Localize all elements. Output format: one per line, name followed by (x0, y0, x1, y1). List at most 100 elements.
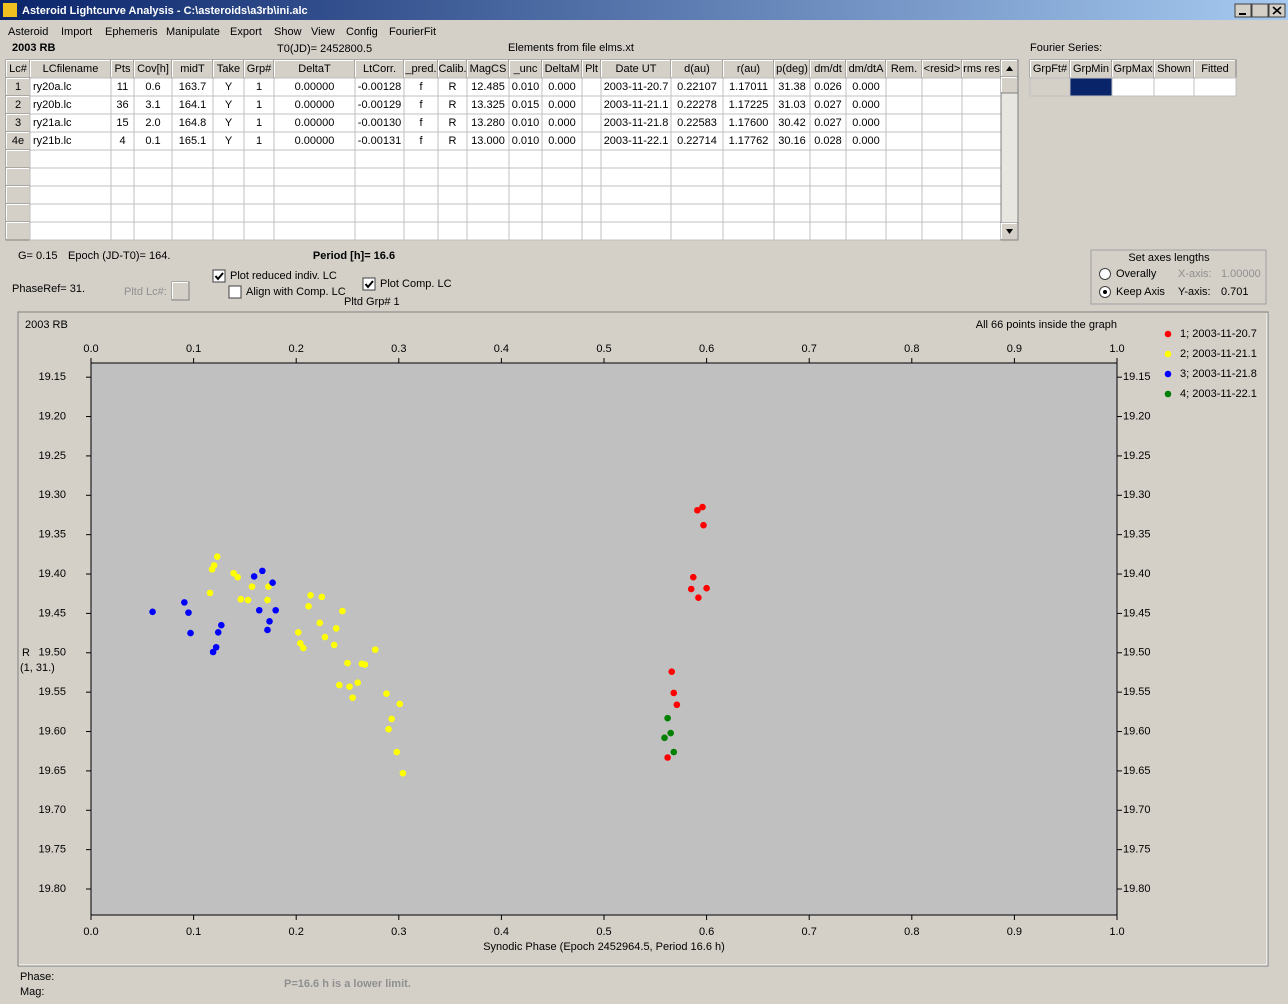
table-cell[interactable] (171, 221, 214, 241)
table-cell[interactable] (885, 167, 923, 187)
table-cell[interactable] (508, 167, 543, 187)
table-cell[interactable] (885, 95, 923, 115)
table-cell[interactable] (961, 131, 1002, 151)
checkbox[interactable] (362, 277, 376, 291)
table-cell[interactable] (600, 167, 672, 187)
table-cell[interactable] (809, 185, 847, 205)
table-cell[interactable] (581, 113, 602, 133)
table-cell[interactable] (581, 185, 602, 205)
table-cell[interactable] (243, 149, 275, 169)
table-cell[interactable] (921, 131, 963, 151)
table-cell[interactable] (961, 77, 1002, 97)
table-cell[interactable] (29, 203, 112, 223)
table-cell[interactable] (961, 113, 1002, 133)
table-cell[interactable] (243, 185, 275, 205)
table-cell[interactable] (961, 221, 1002, 241)
table-cell[interactable] (600, 203, 672, 223)
table-cell[interactable] (773, 185, 811, 205)
table-cell[interactable] (466, 167, 510, 187)
table-cell[interactable] (961, 149, 1002, 169)
table-cell[interactable] (722, 185, 775, 205)
table-cell[interactable] (273, 203, 356, 223)
table-cell[interactable] (722, 221, 775, 241)
table-cell[interactable] (600, 221, 672, 241)
table-cell[interactable] (541, 221, 583, 241)
table-cell[interactable] (273, 167, 356, 187)
table-cell[interactable] (961, 167, 1002, 187)
table-cell[interactable] (670, 149, 724, 169)
row-header[interactable] (5, 185, 31, 205)
table-cell[interactable] (110, 167, 135, 187)
table-cell[interactable] (273, 221, 356, 241)
table-cell[interactable] (581, 149, 602, 169)
table-cell[interactable] (809, 203, 847, 223)
table-cell[interactable] (541, 167, 583, 187)
table-cell[interactable] (403, 185, 439, 205)
table-cell[interactable] (670, 185, 724, 205)
table-cell[interactable] (243, 203, 275, 223)
table-cell[interactable] (845, 167, 887, 187)
menu-item[interactable]: View (311, 26, 335, 38)
table-cell[interactable] (600, 185, 672, 205)
table-cell[interactable] (171, 167, 214, 187)
table-cell[interactable] (212, 185, 245, 205)
row-header[interactable] (5, 221, 31, 241)
table-cell[interactable] (885, 113, 923, 133)
row-header[interactable] (5, 167, 31, 187)
spinner[interactable] (171, 281, 190, 301)
table-cell[interactable] (809, 221, 847, 241)
table-cell[interactable] (212, 167, 245, 187)
table-cell[interactable] (133, 149, 173, 169)
table-cell[interactable] (354, 167, 405, 187)
table-cell[interactable] (171, 203, 214, 223)
table-cell[interactable] (581, 203, 602, 223)
table-cell[interactable] (508, 203, 543, 223)
table-cell[interactable] (722, 203, 775, 223)
table-cell[interactable] (885, 203, 923, 223)
table-cell[interactable] (845, 221, 887, 241)
table-cell[interactable] (921, 167, 963, 187)
table-cell[interactable] (541, 185, 583, 205)
row-header[interactable] (5, 203, 31, 223)
fourier-cell[interactable] (1153, 77, 1195, 97)
table-cell[interactable] (273, 149, 356, 169)
table-cell[interactable] (273, 185, 356, 205)
table-cell[interactable] (29, 221, 112, 241)
table-cell[interactable] (670, 221, 724, 241)
table-cell[interactable] (773, 149, 811, 169)
table-cell[interactable] (921, 185, 963, 205)
table-cell[interactable] (921, 149, 963, 169)
table-cell[interactable] (29, 167, 112, 187)
menu-item[interactable]: Import (61, 26, 92, 38)
table-cell[interactable] (171, 149, 214, 169)
table-cell[interactable] (133, 221, 173, 241)
table-cell[interactable] (581, 167, 602, 187)
menu-item[interactable]: Show (274, 26, 302, 38)
table-cell[interactable] (243, 221, 275, 241)
table-cell[interactable] (921, 77, 963, 97)
table-cell[interactable] (670, 167, 724, 187)
table-cell[interactable] (110, 149, 135, 169)
fourier-cell[interactable] (1193, 77, 1237, 97)
table-cell[interactable] (403, 203, 439, 223)
checkbox[interactable] (212, 269, 226, 283)
table-cell[interactable] (110, 203, 135, 223)
checkbox-label[interactable]: Plot reduced indiv. LC (230, 270, 337, 282)
table-cell[interactable] (466, 203, 510, 223)
radio-label[interactable]: Overally (1116, 268, 1157, 280)
table-cell[interactable] (773, 221, 811, 241)
fourier-cell[interactable] (1029, 77, 1071, 97)
table-cell[interactable] (961, 203, 1002, 223)
checkbox-label[interactable]: Align with Comp. LC (246, 286, 346, 298)
table-cell[interactable] (403, 167, 439, 187)
window-buttons[interactable] (1234, 3, 1286, 18)
table-cell[interactable] (29, 149, 112, 169)
table-cell[interactable] (921, 203, 963, 223)
table-cell[interactable] (845, 203, 887, 223)
table-cell[interactable] (508, 221, 543, 241)
menu-item[interactable]: Asteroid (8, 26, 48, 38)
radio-button[interactable] (1099, 268, 1111, 280)
table-cell[interactable] (921, 113, 963, 133)
row-header[interactable] (5, 149, 31, 169)
table-cell[interactable] (403, 149, 439, 169)
